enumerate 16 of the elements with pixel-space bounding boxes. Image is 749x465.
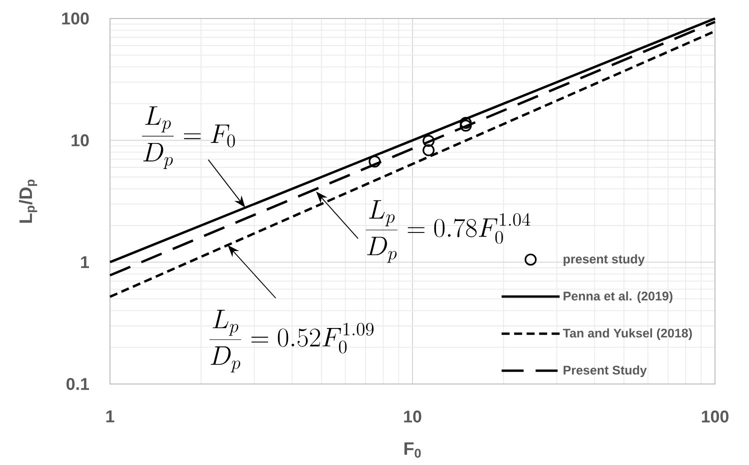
legend-label: Penna et al. (2019) [564, 291, 672, 303]
x-tick-label: 100 [702, 410, 728, 423]
y-tick-label: 10 [72, 134, 89, 146]
y-tick-label: 1 [81, 256, 90, 268]
x-axis-title: F$_{0}$ [404, 442, 421, 458]
y-tick-label: 100 [62, 12, 89, 25]
annotation: $\frac{L_p}{D_p} = F_0$ [142, 106, 235, 169]
x-tick-label: 10 [404, 410, 422, 423]
annotation: $\frac{L_p}{D_p} = 0.52F_0^{1.09}$ [209, 310, 374, 372]
legend-label: present study [564, 254, 645, 266]
y-tick-label: 0.1 [66, 378, 90, 390]
legend-label: Tan and Yuksel (2018) [562, 328, 692, 340]
annotation: $\frac{L_p}{D_p} = 0.78F_0^{1.04}$ [366, 200, 530, 263]
legend-label: Present Study [564, 365, 647, 378]
y-axis-title: L$_{p}$/D$_{p}$ [18, 180, 38, 223]
x-tick-label: 1 [106, 410, 114, 422]
